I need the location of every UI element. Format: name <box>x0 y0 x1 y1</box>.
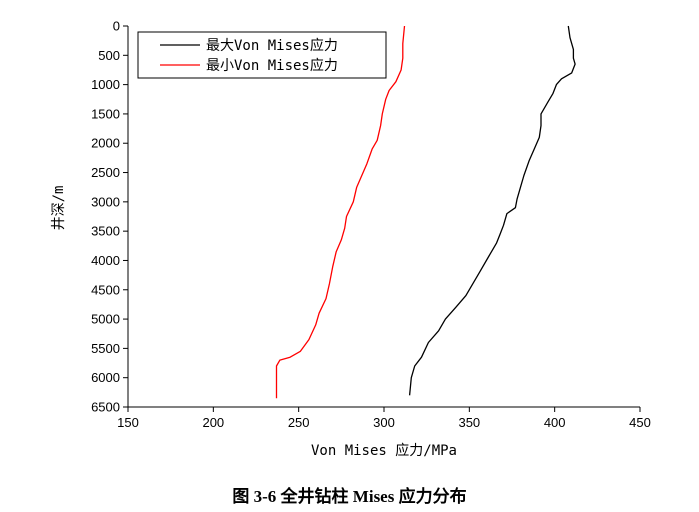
y-tick-label: 2500 <box>91 165 120 180</box>
y-tick-label: 5000 <box>91 312 120 327</box>
y-tick-label: 0 <box>113 19 120 34</box>
y-tick-label: 3500 <box>91 224 120 239</box>
y-tick-label: 2000 <box>91 136 120 151</box>
legend-box <box>137 31 387 79</box>
y-tick-label: 5500 <box>91 341 120 356</box>
y-tick-label: 6500 <box>91 400 120 415</box>
x-tick-label: 300 <box>373 415 395 430</box>
y-tick-label: 3000 <box>91 194 120 209</box>
y-axis-title: 井深/m <box>51 186 67 231</box>
series-layer <box>275 25 576 399</box>
legend-label-min: 最小Von Mises应力 <box>206 57 338 74</box>
y-tick-label: 1500 <box>91 106 120 121</box>
x-tick-label: 350 <box>458 415 480 430</box>
series-min-stress-line <box>275 25 406 399</box>
y-tick-label: 1000 <box>91 77 120 92</box>
x-tick-label: 400 <box>544 415 566 430</box>
y-tick-label: 500 <box>98 48 120 63</box>
figure-caption: 图 3-6 全井钻柱 Mises 应力分布 <box>232 487 467 506</box>
y-tick-label: 6000 <box>91 370 120 385</box>
axes: 150 200 250 300 350 400 4500500100015002000250… <box>91 19 651 431</box>
x-tick-label: 200 <box>202 415 224 430</box>
series-max-stress-line <box>408 25 576 396</box>
legend-label-max: 最大Von Mises应力 <box>206 37 338 54</box>
x-tick-label: 250 <box>288 415 310 430</box>
x-axis-title: Von Mises 应力/MPa <box>311 442 457 459</box>
x-tick-label: 150 <box>117 415 139 430</box>
y-tick-label: 4000 <box>91 253 120 268</box>
y-tick-label: 4500 <box>91 282 120 297</box>
x-tick-label: 450 <box>629 415 651 430</box>
